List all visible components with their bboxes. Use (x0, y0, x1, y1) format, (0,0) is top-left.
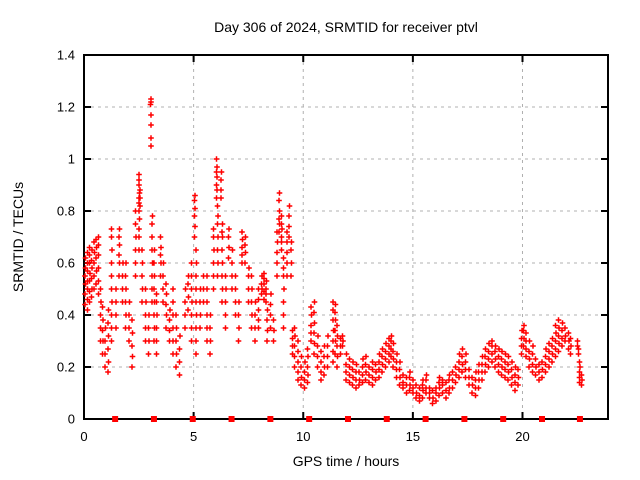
baseline-marker-square (461, 416, 468, 422)
baseline-marker-square (344, 416, 351, 422)
y-tick-label: 1.4 (57, 48, 75, 63)
x-tick-label: 10 (296, 429, 310, 444)
x-tick-label: 20 (515, 429, 529, 444)
baseline-marker-square (228, 416, 235, 422)
baseline-marker-square (422, 416, 429, 422)
baseline-marker-square (383, 416, 390, 422)
y-tick-label: 0.8 (57, 204, 75, 219)
y-tick-label: 0.6 (57, 256, 75, 271)
x-tick-label: 5 (190, 429, 197, 444)
baseline-marker-square (150, 416, 157, 422)
y-tick-label: 1.2 (57, 100, 75, 115)
baseline-marker-square (306, 416, 313, 422)
y-tick-label: 0.4 (57, 308, 75, 323)
y-tick-label: 0.2 (57, 360, 75, 375)
baseline-marker-square (500, 416, 507, 422)
x-axis-label: GPS time / hours (292, 453, 400, 469)
x-tick-label: 15 (406, 429, 420, 444)
x-tick-label: 0 (80, 429, 87, 444)
scatter-series-plus (82, 96, 585, 407)
baseline-marker-square (576, 416, 583, 422)
baseline-marker-square (267, 416, 274, 422)
tick-marks (83, 54, 608, 420)
y-tick-label: 0 (68, 412, 75, 427)
y-tick-label: 1 (68, 152, 75, 167)
baseline-marker-square (189, 416, 196, 422)
baseline-marker-square (539, 416, 546, 422)
chart-title: Day 306 of 2024, SRMTID for receiver ptv… (214, 19, 478, 35)
baseline-marker-square (112, 416, 119, 422)
